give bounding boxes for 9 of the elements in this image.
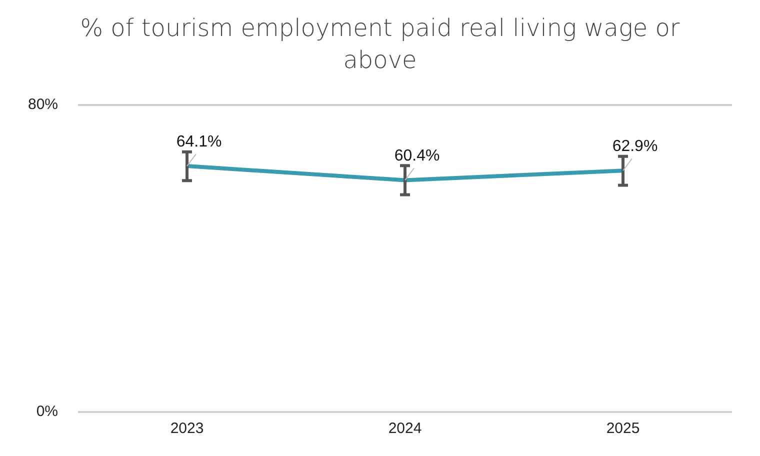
y-tick-label: 0% xyxy=(36,403,58,420)
data-label: 62.9% xyxy=(612,138,658,156)
x-tick-label: 2025 xyxy=(606,420,640,438)
x-tick-label: 2024 xyxy=(388,420,422,438)
x-tick-label: 2023 xyxy=(170,420,204,438)
data-label: 60.4% xyxy=(394,148,440,165)
data-label: 64.1% xyxy=(176,133,222,150)
y-tick-label: 80% xyxy=(28,96,58,114)
chart-title: % of tourism employment paid real living wage or above xyxy=(80,13,680,76)
